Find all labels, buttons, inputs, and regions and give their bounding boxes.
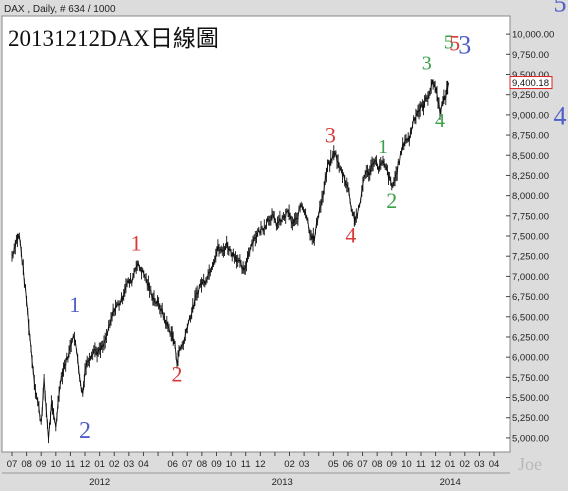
x-tick-label: 06 <box>343 459 354 470</box>
last-price-box <box>509 76 553 90</box>
y-tick-label: 7,000.00 <box>512 272 549 283</box>
price-bars <box>11 79 449 444</box>
wave-label: 5 <box>444 32 454 54</box>
wave-label: 1 <box>131 231 142 256</box>
price-line-group <box>11 79 450 444</box>
watermark: Joe <box>518 454 542 474</box>
y-tick-label: 6,000.00 <box>512 353 549 364</box>
wave-label: 4 <box>345 222 356 247</box>
wave-label: 2 <box>79 418 91 444</box>
x-tick-label: 09 <box>386 459 397 470</box>
y-tick-label: 7,500.00 <box>512 232 549 243</box>
wave-label: 4 <box>435 110 445 132</box>
x-tick-label: 11 <box>416 459 426 470</box>
x-tick-label: 07 <box>357 459 368 470</box>
x-year-label: 2014 <box>440 477 461 488</box>
x-tick-label: 10 <box>226 459 237 470</box>
chart-info: DAX , Daily, # 634 / 1000 <box>4 4 116 15</box>
x-tick-label: 01 <box>94 459 105 470</box>
y-tick-label: 9,250.00 <box>512 90 549 101</box>
y-tick-label: 8,250.00 <box>512 171 549 182</box>
side-wave-label: 5 <box>554 0 567 18</box>
y-tick-label: 10,000.00 <box>512 30 554 41</box>
plot-area <box>1 15 511 453</box>
x-tick-label: 01 <box>445 459 456 470</box>
wave-label: 1 <box>378 136 388 158</box>
x-tick-label: 09 <box>211 459 222 470</box>
wave-label: 2 <box>172 361 183 386</box>
x-tick-label: 12 <box>80 459 91 470</box>
x-tick-label: 12 <box>255 459 266 470</box>
wave-label: 1 <box>69 292 80 317</box>
y-axis: 5,000.00 5,250.00 5,500.00 5,750.00 6,000.00… <box>506 30 554 444</box>
x-tick-label: 04 <box>489 459 500 470</box>
last-price-marker: 9,400.18 <box>509 76 553 90</box>
y-tick-label: 6,250.00 <box>512 332 549 343</box>
wave-label: 3 <box>422 53 432 75</box>
x-tick-label: 02 <box>459 459 470 470</box>
x-tick-label: 07 <box>7 459 18 470</box>
side-wave-label: 4 <box>554 102 567 131</box>
x-tick-label: 06 <box>167 459 178 470</box>
y-tick-label: 5,750.00 <box>512 373 549 384</box>
wave-label: 3 <box>325 122 336 147</box>
x-tick-label: 08 <box>197 459 208 470</box>
wave-label: 2 <box>386 188 397 213</box>
x-year-label: 2012 <box>89 477 110 488</box>
x-tick-label: 02 <box>109 459 120 470</box>
wave-label: 5 <box>449 30 460 55</box>
x-tick-label: 04 <box>138 459 149 470</box>
x-tick-label: 10 <box>401 459 412 470</box>
y-tick-label: 5,250.00 <box>512 413 549 424</box>
y-tick-label: 7,750.00 <box>512 211 549 222</box>
y-tick-label: 8,000.00 <box>512 191 549 202</box>
x-tick-label: 12 <box>430 459 441 470</box>
y-tick-label: 7,250.00 <box>512 252 549 263</box>
x-tick-label: 09 <box>36 459 47 470</box>
y-tick-label: 6,750.00 <box>512 292 549 303</box>
y-tick-label: 8,500.00 <box>512 151 549 162</box>
y-tick-label: 6,500.00 <box>512 312 549 323</box>
y-tick-label: 9,500.00 <box>512 70 549 81</box>
x-tick-label: 10 <box>51 459 62 470</box>
x-year-label: 2013 <box>272 477 293 488</box>
x-tick-label: 02 <box>284 459 295 470</box>
x-tick-label: 08 <box>21 459 32 470</box>
x-tick-label: 03 <box>474 459 485 470</box>
y-tick-label: 9,750.00 <box>512 50 549 61</box>
x-tick-label: 11 <box>241 459 251 470</box>
x-tick-label: 08 <box>372 459 383 470</box>
y-tick-label: 9,000.00 <box>512 110 549 121</box>
y-tick-label: 5,000.00 <box>512 433 549 444</box>
x-tick-label: 03 <box>124 459 135 470</box>
x-tick-label: 03 <box>299 459 310 470</box>
wave-label: 3 <box>458 30 471 59</box>
chart-title: 20131212DAX日線圖 <box>8 26 219 51</box>
y-tick-label: 8,750.00 <box>512 131 549 142</box>
x-axis: 07 08 09 10 11 12 01 02 03 04 06 07 08 09 10 11 12 02 03 05… <box>2 452 510 488</box>
x-tick-label: 07 <box>182 459 193 470</box>
x-tick-label: 11 <box>65 459 75 470</box>
last-price-label: 9,400.18 <box>512 78 549 89</box>
y-tick-label: 5,500.00 <box>512 393 549 404</box>
x-tick-label: 05 <box>328 459 339 470</box>
